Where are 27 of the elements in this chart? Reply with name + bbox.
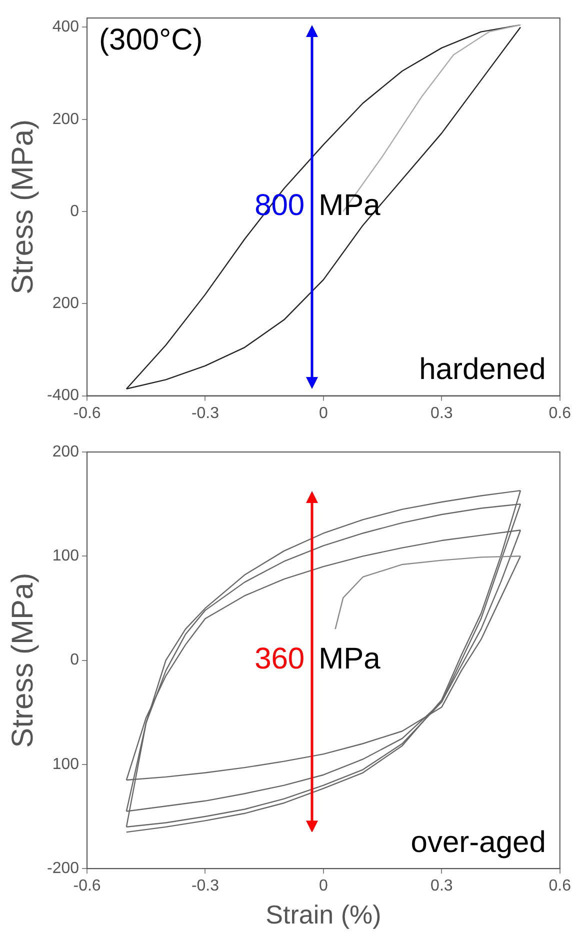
annotation: hardened (419, 353, 546, 386)
y-tick-label: 0 (70, 202, 80, 220)
x-tick-label: -0.3 (191, 404, 220, 422)
y-tick-label: 200 (52, 295, 80, 312)
y-tick-label: 200 (52, 443, 80, 460)
y-tick-label: 100 (52, 756, 80, 773)
y-tick-label: 0 (70, 652, 80, 669)
x-tick-label: 0.6 (548, 404, 572, 422)
y-tick-label: -200 (46, 860, 80, 878)
y-tick-label: 400 (52, 18, 80, 36)
x-tick-label: 0.3 (430, 878, 453, 895)
annotation: over-aged (410, 826, 546, 859)
x-tick-label: 0.6 (548, 878, 572, 895)
y-tick-label: 200 (52, 110, 80, 128)
x-axis-title: Strain (%) (266, 900, 382, 930)
y-tick-label: 100 (52, 548, 80, 565)
x-tick-label: 0 (319, 404, 328, 422)
x-tick-label: -0.6 (73, 878, 101, 895)
x-tick-label: 0.3 (430, 404, 453, 422)
y-axis-title: Stress (MPa) (6, 572, 40, 748)
y-tick-label: -400 (46, 387, 80, 404)
x-tick-label: 0 (319, 878, 328, 895)
ref-line-label: 360 MPa (254, 642, 381, 676)
y-axis-title: Stress (MPa) (6, 119, 40, 294)
x-tick-label: -0.3 (191, 878, 220, 895)
annotation: (300°C) (99, 23, 203, 56)
x-tick-label: -0.6 (73, 404, 101, 422)
